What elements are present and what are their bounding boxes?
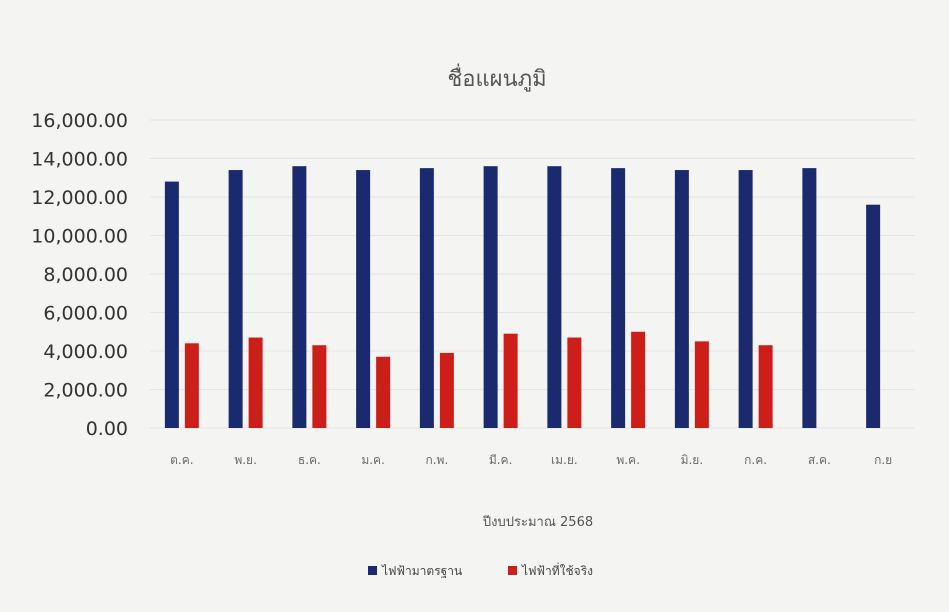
bar-actual [758, 345, 773, 428]
x-category-label: ส.ค. [808, 453, 831, 467]
x-category-label: ธ.ค. [298, 453, 321, 467]
bar-standard [228, 170, 243, 429]
y-tick-label: 4,000.00 [43, 341, 128, 363]
bar-standard [356, 170, 371, 429]
x-category-label: ต.ค. [170, 453, 193, 467]
bar-standard [292, 166, 307, 428]
bar-standard [419, 168, 434, 428]
y-tick-label: 14,000.00 [31, 149, 128, 171]
y-axis-ticks: 0.00 2,000.00 4,000.00 6,000.00 8,000.00 10,0… [31, 110, 128, 440]
y-tick-label: 2,000.00 [43, 380, 128, 402]
x-category-label: ก.ย [874, 453, 892, 467]
legend-label-actual: ไฟฟ้าที่ใช้จริง [521, 562, 593, 578]
legend-swatch-standard [368, 566, 377, 575]
x-category-label: มิ.ย. [681, 453, 704, 467]
bar-actual [248, 337, 263, 428]
x-category-label: เม.ย. [551, 453, 578, 467]
bar-actual [503, 333, 518, 428]
x-category-label: ก.พ. [425, 453, 448, 467]
y-tick-label: 0.00 [86, 418, 128, 440]
bar-actual [184, 343, 199, 428]
bar-actual [439, 352, 454, 428]
bar-actual [376, 356, 391, 428]
y-tick-label: 16,000.00 [31, 110, 128, 132]
bar-standard [738, 170, 753, 429]
bar-actual [312, 345, 327, 428]
bars [164, 166, 881, 429]
gridlines [150, 119, 915, 429]
x-category-label: พ.ค. [616, 453, 640, 467]
y-tick-label: 6,000.00 [43, 303, 128, 325]
bar-actual [567, 337, 582, 428]
bar-standard [547, 166, 562, 428]
bar-actual [631, 331, 646, 428]
legend-swatch-actual [508, 566, 517, 575]
x-axis-label: ปีงบประมาณ 2568 [482, 514, 593, 530]
bar-actual [694, 341, 709, 428]
x-axis-categories: ต.ค. พ.ย. ธ.ค. ม.ค. ก.พ. มี.ค. เม.ย. พ.ค. มิ.ย. ก… [170, 453, 892, 467]
y-tick-label: 12,000.00 [31, 187, 128, 209]
x-category-label: มี.ค. [489, 453, 513, 467]
bar-standard [611, 168, 626, 428]
x-category-label: ม.ค. [361, 453, 385, 467]
bar-standard [802, 168, 817, 428]
x-category-label: พ.ย. [234, 453, 257, 467]
legend-label-standard: ไฟฟ้ามาตรฐาน [381, 564, 462, 578]
y-tick-label: 8,000.00 [43, 264, 128, 286]
chart-title: ชื่อแผนภูมิ [447, 63, 546, 92]
y-tick-label: 10,000.00 [31, 226, 128, 248]
bar-standard [866, 204, 881, 428]
bar-standard [164, 181, 179, 428]
x-category-label: ก.ค. [744, 453, 767, 467]
bar-standard [483, 166, 498, 428]
bar-standard [674, 170, 689, 429]
legend: ไฟฟ้ามาตรฐาน ไฟฟ้าที่ใช้จริง [368, 562, 593, 578]
